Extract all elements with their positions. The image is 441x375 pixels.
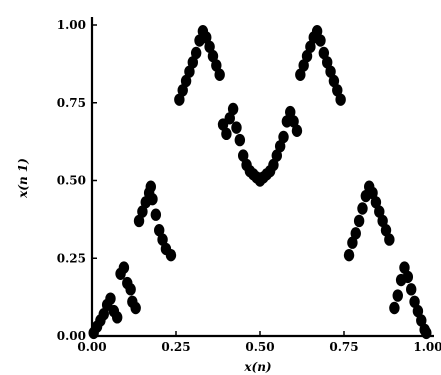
data-point xyxy=(357,202,368,215)
data-point xyxy=(231,121,242,134)
data-point xyxy=(204,40,215,53)
data-point xyxy=(291,124,303,137)
data-point xyxy=(347,236,358,249)
data-point xyxy=(147,192,158,206)
data-point xyxy=(174,93,185,106)
data-point xyxy=(416,314,427,327)
data-point xyxy=(384,233,395,246)
data-point xyxy=(211,59,222,72)
y-tick-label: 0.25 xyxy=(57,251,86,265)
data-point xyxy=(278,130,289,144)
data-point xyxy=(332,84,343,97)
data-point xyxy=(207,49,219,63)
data-point xyxy=(399,261,410,274)
data-point xyxy=(271,149,282,162)
data-point xyxy=(285,105,296,119)
data-point xyxy=(402,270,414,284)
data-point xyxy=(325,65,336,78)
data-point xyxy=(112,311,123,324)
data-point xyxy=(157,233,168,246)
data-point xyxy=(421,326,432,340)
data-point xyxy=(370,196,382,209)
data-point xyxy=(133,214,145,228)
data-point xyxy=(353,214,365,228)
y-tick-label: 0.50 xyxy=(57,174,86,188)
data-point xyxy=(377,214,388,228)
data-point xyxy=(177,84,188,97)
data-point xyxy=(190,46,202,60)
data-point xyxy=(318,46,330,60)
data-point xyxy=(154,224,165,237)
data-point xyxy=(298,59,309,72)
y-tick-label: 0.75 xyxy=(57,96,86,110)
data-point xyxy=(165,248,177,262)
data-point xyxy=(221,127,232,141)
data-point xyxy=(367,186,378,200)
data-point xyxy=(380,224,392,237)
data-point xyxy=(301,49,313,63)
data-point xyxy=(227,102,239,116)
data-point xyxy=(343,248,355,262)
x-tick-label: 0.00 xyxy=(77,340,106,354)
data-point xyxy=(406,283,417,296)
data-point xyxy=(224,112,235,125)
data-point xyxy=(274,140,286,153)
y-tick-label: 0.00 xyxy=(57,329,86,343)
axes xyxy=(90,17,434,338)
data-point xyxy=(118,261,130,274)
data-point xyxy=(130,301,141,315)
data-point xyxy=(145,180,156,193)
x-tick-label: 1.00 xyxy=(413,340,441,354)
x-tick-label: 0.75 xyxy=(329,340,358,354)
y-axis-title: x(n 1) xyxy=(16,158,30,199)
data-point xyxy=(214,68,225,81)
data-point xyxy=(137,205,148,218)
data-point xyxy=(328,74,340,88)
x-axis-title: x(n) xyxy=(243,360,271,374)
data-point xyxy=(234,133,246,147)
data-point xyxy=(238,149,249,162)
data-point xyxy=(184,65,195,78)
x-tick-labels: 0.00 0.25 0.50 0.75 1.00 xyxy=(77,331,441,354)
data-point xyxy=(392,289,403,302)
data-point xyxy=(295,68,306,81)
data-point xyxy=(305,40,316,53)
y-tick-labels: 0.00 0.25 0.50 0.75 1.00 xyxy=(57,18,97,343)
data-point xyxy=(125,283,136,296)
data-point xyxy=(374,205,385,218)
data-point xyxy=(150,208,162,221)
data-point xyxy=(180,74,192,88)
data-point xyxy=(311,25,323,38)
data-point xyxy=(335,93,346,106)
data-point xyxy=(350,227,361,240)
data-point xyxy=(412,304,424,318)
x-tick-label: 0.25 xyxy=(161,340,190,354)
data-point xyxy=(98,308,109,321)
y-tick-label: 1.00 xyxy=(57,18,86,32)
data-point xyxy=(409,295,420,308)
data-point xyxy=(268,158,279,172)
data-point xyxy=(187,56,198,69)
data-point xyxy=(389,301,400,315)
data-point xyxy=(201,31,212,44)
x-tick-label: 0.50 xyxy=(245,340,274,354)
data-point xyxy=(322,56,333,69)
data-point xyxy=(315,34,326,47)
data-point xyxy=(105,292,116,305)
data-points xyxy=(88,25,432,340)
data-point xyxy=(288,115,299,128)
